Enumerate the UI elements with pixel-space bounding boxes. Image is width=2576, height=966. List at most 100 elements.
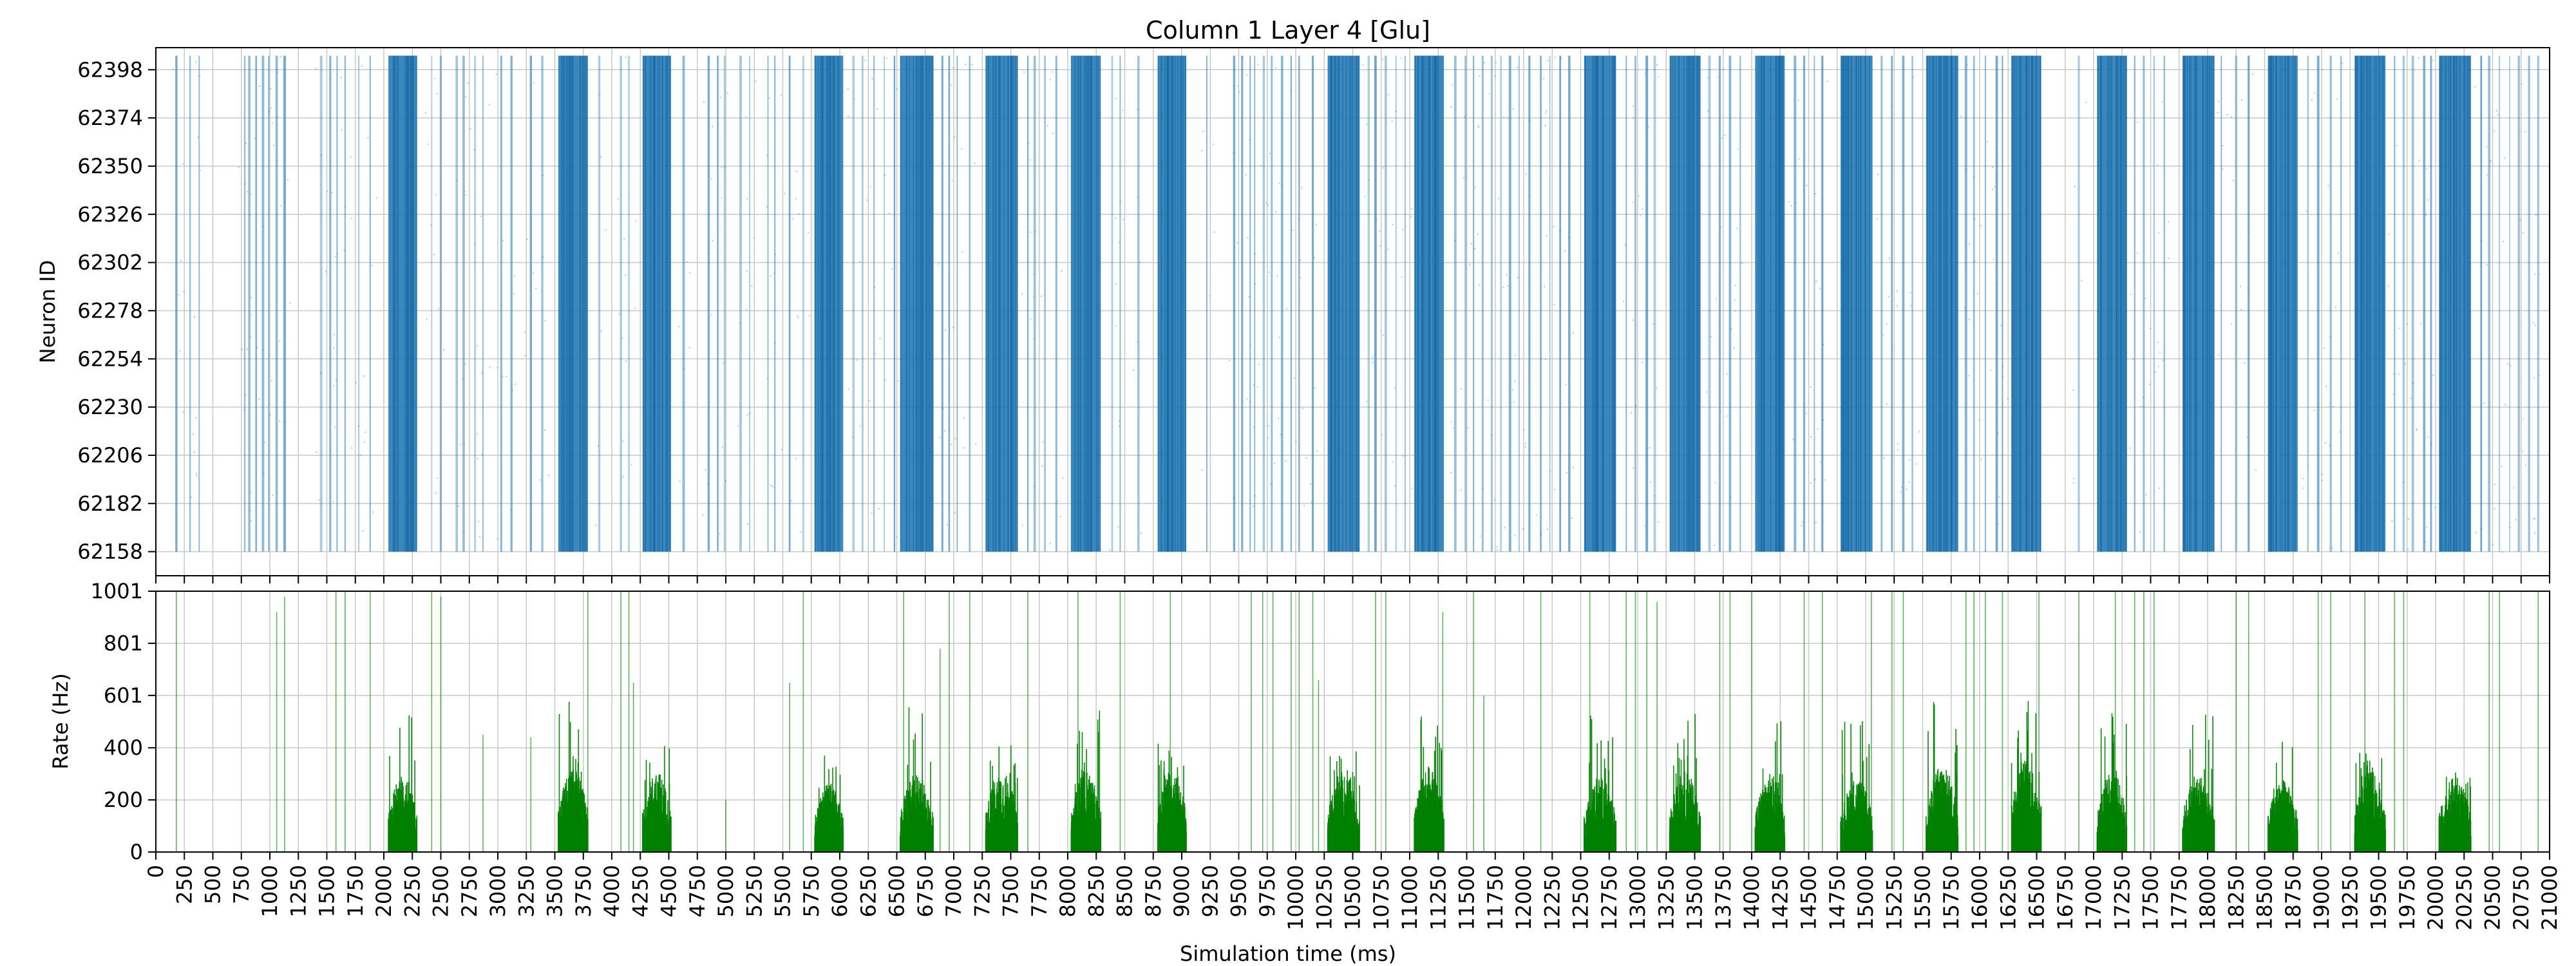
rate-x-tick-label: 3000	[486, 865, 510, 917]
raster-spike-dot	[2494, 130, 2496, 132]
chart-title: Column 1 Layer 4 [Glu]	[1146, 16, 1430, 44]
raster-spike-dot	[1638, 194, 1640, 196]
raster-spike-dot	[945, 329, 947, 331]
rate-x-tick-label: 15000	[1853, 865, 1878, 931]
raster-spike-dot	[426, 318, 428, 320]
raster-spike-dot	[1450, 421, 1452, 423]
raster-spike-dot	[721, 197, 723, 199]
raster-spike-dot	[251, 297, 252, 299]
raster-spike-dot	[1233, 497, 1235, 499]
raster-spike-dot	[247, 191, 249, 193]
raster-spike-dot	[797, 317, 799, 319]
raster-burst	[1584, 55, 1616, 552]
raster-spike-dot	[1553, 225, 1555, 227]
raster-burst	[558, 55, 588, 552]
raster-spike-dot	[1624, 244, 1626, 246]
raster-spike-dot	[703, 101, 705, 103]
raster-spike-dot	[1401, 276, 1403, 278]
rate-x-tick-label: 17750	[2167, 865, 2192, 931]
rate-x-tick-label: 7500	[999, 865, 1023, 917]
raster-spike-dot	[2418, 160, 2420, 162]
raster-spike-dot	[1402, 455, 1404, 457]
raster-burst	[2183, 55, 2215, 552]
raster-spike-dot	[2143, 396, 2145, 398]
raster-spike-dot	[1525, 442, 1527, 444]
raster-spike-dot	[1454, 240, 1456, 242]
raster-spike-dot	[773, 272, 775, 274]
raster-spike-dot	[270, 88, 272, 90]
raster-spike-dot	[1487, 399, 1489, 401]
raster-spike-dot	[1265, 202, 1267, 204]
raster-spike-dot	[2218, 100, 2220, 102]
raster-spike-dot	[1249, 138, 1251, 140]
raster-spike-dot	[1734, 285, 1736, 287]
rate-x-tick-label: 8750	[1141, 865, 1166, 917]
raster-spike-dot	[625, 56, 627, 58]
raster-spike-dot	[540, 479, 542, 481]
rate-x-ticks: 0 250 500 750 1000 1250 1500 1750 2000 2250 2500 27…	[144, 852, 2562, 931]
raster-spike-dot	[1724, 135, 1726, 137]
raster-spike-dot	[896, 88, 898, 90]
raster-spike-dot	[1496, 546, 1498, 548]
rate-x-tick-label: 15750	[1939, 865, 1964, 931]
raster-spike-dot	[943, 430, 945, 431]
raster-spike-dot	[1714, 482, 1716, 484]
raster-spike-dot	[1295, 440, 1297, 442]
raster-spike-dot	[435, 492, 437, 494]
raster-spike-dot	[1366, 124, 1368, 126]
raster-spike-dot	[1815, 478, 1817, 480]
rate-x-tick-label: 1500	[315, 865, 339, 917]
raster-spike-dot	[2490, 160, 2492, 162]
raster-spike-dot	[1968, 319, 1970, 321]
raster-burst	[2097, 55, 2127, 552]
raster-spike-dot	[194, 451, 196, 453]
raster-spike-dot	[1474, 186, 1476, 188]
raster-spike-dot	[195, 61, 197, 63]
raster-spike-dot	[250, 193, 252, 195]
raster-spike-dot	[1494, 75, 1496, 77]
rate-burst	[1584, 715, 1617, 852]
raster-y-tick-label: 62206	[77, 443, 143, 468]
raster-spike-dot	[720, 97, 722, 99]
raster-spike-dot	[706, 483, 708, 485]
rate-y-tick-label: 400	[104, 735, 143, 760]
raster-spike-dot	[2416, 428, 2418, 430]
raster-spike-dot	[2432, 59, 2434, 61]
raster-spike-dot	[1452, 84, 1454, 86]
raster-spike-dot	[1805, 412, 1807, 414]
rate-burst	[1327, 751, 1360, 852]
raster-spike-dot	[1623, 301, 1625, 303]
raster-spike-dot	[433, 253, 435, 255]
rate-x-tick-label: 5500	[771, 865, 795, 917]
raster-spike-dot	[277, 71, 279, 73]
rate-x-tick-label: 12000	[1511, 865, 1536, 931]
raster-spike-dot	[463, 531, 465, 533]
raster-spike-dot	[1706, 391, 1708, 393]
raster-spike-dot	[367, 137, 369, 139]
raster-spike-dot	[192, 433, 194, 435]
raster-spike-dot	[1720, 226, 1722, 228]
raster-spike-dot	[2221, 168, 2223, 170]
raster-spike-dot	[1964, 307, 1966, 309]
raster-spike-dot	[1993, 258, 1994, 260]
raster-spike-dot	[712, 126, 714, 128]
raster-spike-dot	[1514, 354, 1516, 356]
raster-spike-dot	[474, 243, 476, 245]
raster-spike-dot	[1139, 261, 1141, 263]
raster-spike-dot	[178, 294, 180, 296]
raster-spike-dot	[1986, 140, 1988, 142]
rate-plot-frame	[155, 591, 2550, 853]
rate-x-tick-label: 12750	[1597, 865, 1622, 931]
raster-spike-dot	[2255, 469, 2257, 471]
raster-spike-dot	[273, 144, 275, 146]
raster-spike-marks	[172, 55, 2541, 553]
raster-spike-dot	[1824, 479, 1826, 481]
raster-spike-dot	[254, 138, 256, 140]
raster-spike-dot	[1379, 230, 1381, 232]
raster-spike-dot	[774, 253, 776, 255]
raster-spike-dot	[1968, 375, 1970, 377]
raster-spike-dot	[480, 215, 482, 217]
raster-spike-dot	[1118, 420, 1120, 422]
raster-burst	[900, 55, 934, 552]
raster-spike-dot	[1817, 428, 1819, 430]
